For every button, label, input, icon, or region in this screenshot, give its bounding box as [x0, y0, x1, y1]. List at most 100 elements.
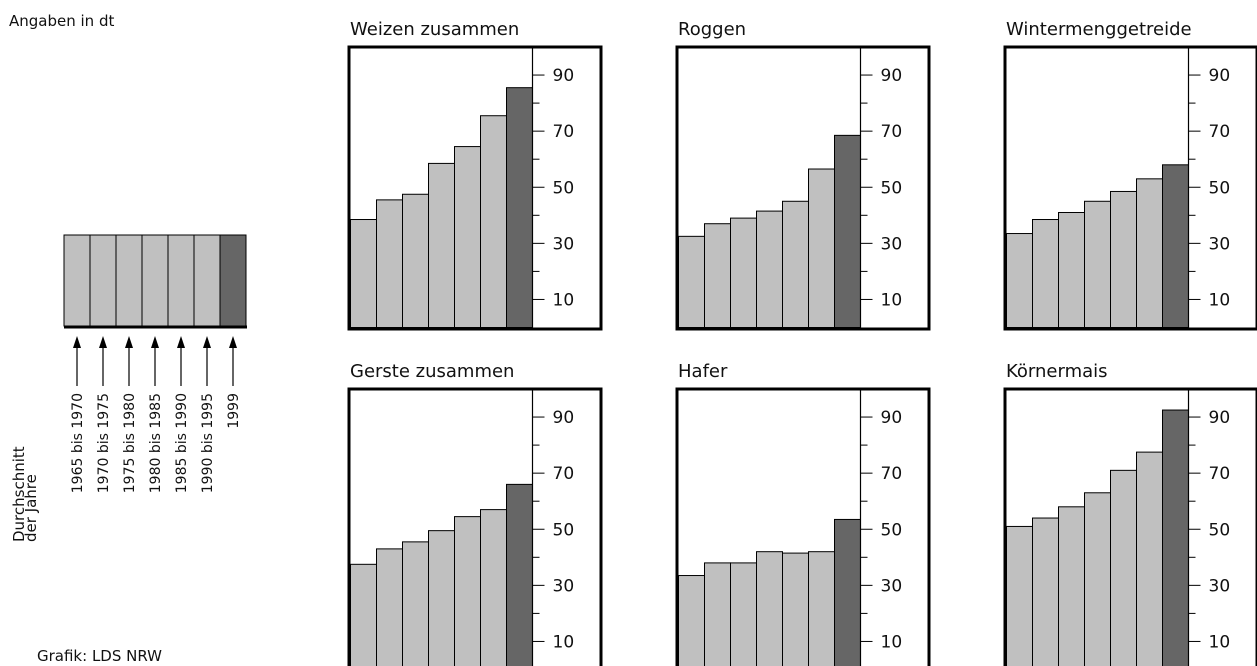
y-tick-label: 10 [881, 632, 903, 652]
bar [480, 509, 507, 666]
legend-arrowhead [203, 336, 211, 348]
y-tick-label: 30 [881, 234, 903, 254]
legend-box [115, 234, 143, 327]
chart-frame [675, 45, 931, 331]
chart-frame [347, 387, 603, 666]
y-tick-label: 90 [881, 408, 903, 428]
bar [1032, 517, 1059, 666]
legend-period-label: 1970 bis 1975 [96, 393, 112, 493]
y-tick-label: 90 [881, 66, 903, 86]
y-tick-label: 70 [881, 122, 903, 142]
source-note: Grafik: LDS NRW [37, 647, 162, 665]
bar [1136, 451, 1163, 666]
bar-chart: Hafer 10 30 50 70 90 [675, 361, 931, 666]
y-tick-label: 10 [1209, 632, 1231, 652]
chart-title: Roggen [678, 19, 746, 40]
y-tick-label: 10 [881, 290, 903, 310]
chart-frame [1003, 387, 1257, 666]
legend-box [219, 234, 247, 327]
chart-title: Körnermais [1006, 361, 1108, 382]
bar [1058, 211, 1085, 328]
bar [1162, 409, 1189, 666]
bar [1110, 469, 1137, 666]
y-tick-label: 30 [553, 576, 575, 596]
y-tick-label: 30 [881, 576, 903, 596]
bar [350, 219, 377, 329]
bar [402, 193, 429, 328]
bar [782, 552, 809, 666]
bar [756, 551, 783, 666]
bar [454, 146, 481, 328]
bar [730, 217, 757, 328]
legend-period-label: 1985 bis 1990 [174, 393, 190, 493]
bar [678, 575, 705, 666]
legend-arrowhead [229, 336, 237, 348]
bar [376, 199, 403, 328]
bar [428, 530, 455, 666]
y-tick-label: 10 [553, 290, 575, 310]
y-tick-label: 70 [881, 464, 903, 484]
y-tick-label: 50 [881, 178, 903, 198]
bar [480, 115, 507, 328]
bar [704, 562, 731, 666]
y-tick-label: 50 [1209, 178, 1231, 198]
bar [1058, 506, 1085, 666]
bar [678, 235, 705, 328]
legend-arrowhead [151, 336, 159, 348]
bar [782, 200, 809, 328]
chart-frame [347, 45, 603, 331]
legend-arrowhead [177, 336, 185, 348]
chart-title: Wintermenggetreide [1006, 19, 1192, 40]
bar [834, 134, 861, 328]
chart-frame [675, 387, 931, 666]
charts-grid: Weizen zusammen 10 30 50 70 90 Roggen 10 30 50 70 9… [347, 19, 1257, 666]
legend-box [63, 234, 91, 327]
bar [454, 516, 481, 666]
legend-arrowhead [99, 336, 107, 348]
y-tick-label: 30 [1209, 234, 1231, 254]
y-tick-label: 90 [553, 408, 575, 428]
legend-box [141, 234, 169, 327]
y-tick-label: 90 [1209, 408, 1231, 428]
y-tick-label: 30 [553, 234, 575, 254]
bar [704, 223, 731, 328]
legend-arrowhead [73, 336, 81, 348]
y-tick-label: 70 [553, 122, 575, 142]
legend-period-label: 1965 bis 1970 [70, 393, 86, 493]
legend-caption-line2: der Jahre [22, 474, 40, 542]
bar [1084, 492, 1111, 666]
bar [808, 168, 835, 328]
bar [1032, 219, 1059, 329]
y-tick-label: 90 [1209, 66, 1231, 86]
bar [1110, 190, 1137, 328]
bar [1006, 525, 1033, 666]
y-tick-label: 30 [1209, 576, 1231, 596]
y-tick-label: 10 [1209, 290, 1231, 310]
legend-box [89, 234, 117, 327]
y-tick-label: 10 [553, 632, 575, 652]
bar-chart: Körnermais 10 30 50 70 90 [1003, 361, 1257, 666]
bar [1162, 164, 1189, 328]
bar [1136, 178, 1163, 328]
bar-chart: Weizen zusammen 10 30 50 70 90 [347, 19, 603, 331]
y-tick-label: 50 [553, 520, 575, 540]
legend-arrowhead [125, 336, 133, 348]
bar [834, 518, 861, 666]
y-tick-label: 70 [1209, 122, 1231, 142]
legend-period-label: 1975 bis 1980 [122, 393, 138, 493]
bar [428, 162, 455, 328]
bar [506, 87, 533, 328]
y-tick-label: 70 [553, 464, 575, 484]
legend-labels: 1965 bis 1970 1970 bis 1975 1975 bis 1980 1… [70, 393, 242, 493]
bar-chart: Gerste zusammen 10 30 50 70 90 [347, 361, 603, 666]
legend-period-label: 1980 bis 1985 [148, 393, 164, 493]
bar [1084, 200, 1111, 328]
y-tick-label: 70 [1209, 464, 1231, 484]
chart-title: Gerste zusammen [350, 361, 514, 382]
y-tick-label: 50 [553, 178, 575, 198]
y-tick-label: 50 [881, 520, 903, 540]
bar [350, 563, 377, 666]
legend-box [167, 234, 195, 327]
legend: 1965 bis 1970 1970 bis 1975 1975 bis 1980 1… [10, 234, 247, 542]
